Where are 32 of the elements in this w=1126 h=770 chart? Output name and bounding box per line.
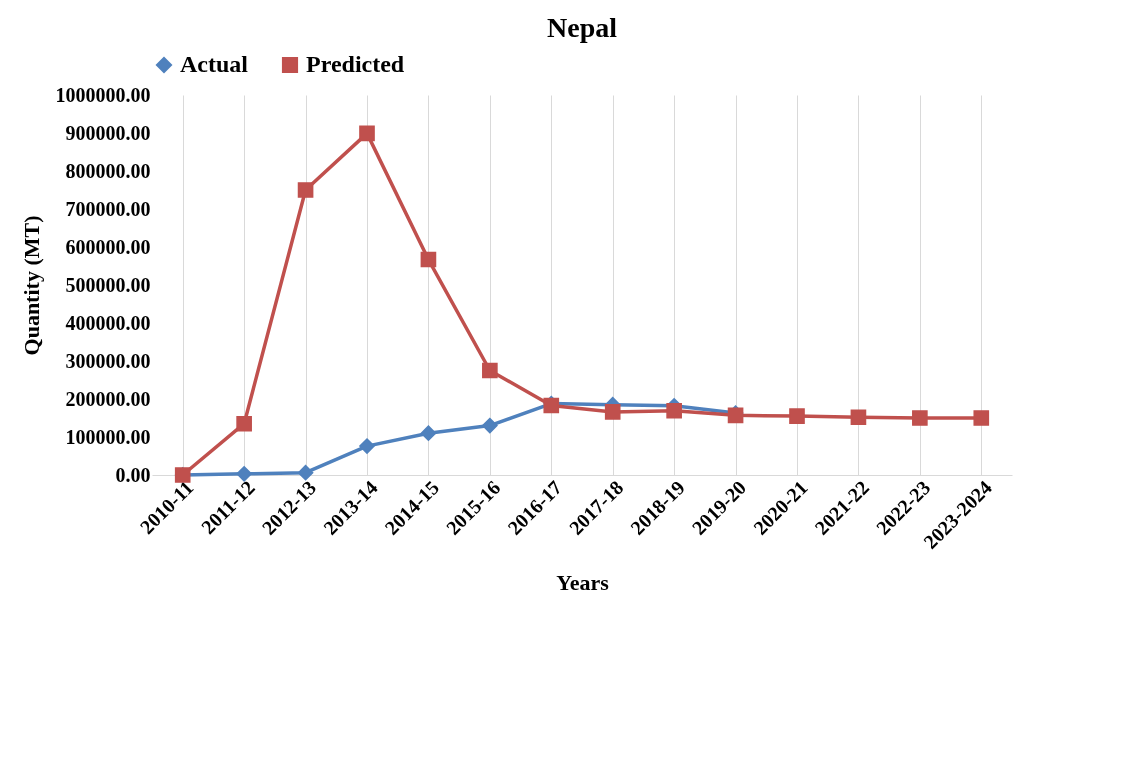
x-axis-title: Years [556,569,610,595]
y-tick-label: 900000.00 [65,121,151,144]
y-tick-label: 800000.00 [65,159,151,182]
y-tick-label: 400000.00 [65,311,151,334]
y-tick-label: 300000.00 [65,349,151,372]
point [482,362,498,379]
y-tick-label: 700000.00 [65,197,151,220]
legend-label: Predicted [306,51,405,77]
point [420,425,437,442]
point [297,182,314,198]
point [666,402,682,419]
point [359,125,375,142]
point [850,409,867,426]
point [482,417,498,434]
y-tick-label: 200000.00 [65,387,151,410]
legend-label: Actual [180,51,249,77]
point [604,404,621,420]
y-tick-label: 100000.00 [65,425,151,448]
y-tick-label: 500000.00 [65,273,151,296]
point [236,415,252,432]
point [973,410,990,426]
point [789,408,805,424]
y-tick-label: 1000000.00 [55,83,151,106]
chart-title: Nepal [547,12,618,43]
point [420,251,437,268]
y-tick-label: 600000.00 [65,235,151,258]
y-tick-label: 0.00 [115,463,151,486]
point [359,438,375,454]
point [236,466,252,482]
point [912,410,928,426]
point [297,464,314,481]
y-axis-title: Quantity (MT) [18,215,44,356]
